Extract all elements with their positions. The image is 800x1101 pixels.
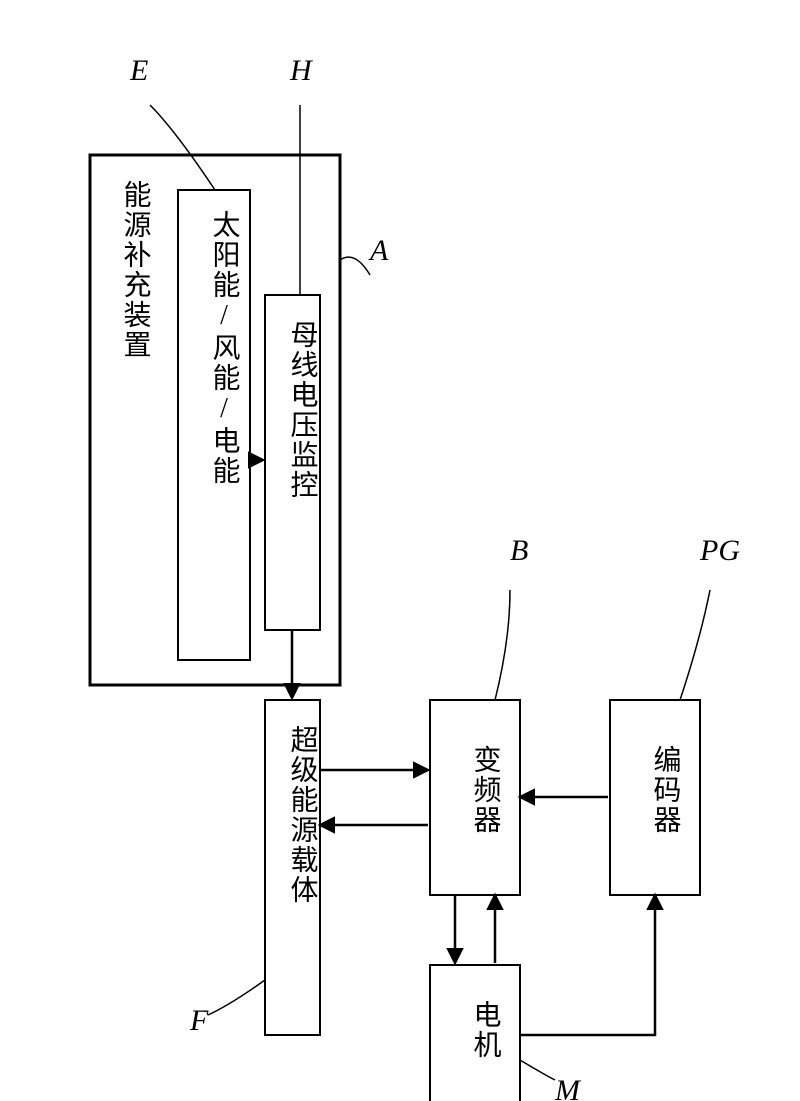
leader-E [150, 105, 215, 190]
tag-F: F [189, 1004, 209, 1037]
leader-A [340, 257, 370, 275]
node-label-E: 太阳能/风能/电能 [209, 210, 240, 486]
tag-A: A [368, 234, 389, 267]
block-diagram: 能源补充装置 A 太阳能/风能/电能 E 母线电压监控 H 超级能源载体 F 变频器 B 电机 M 编码… [90, 54, 740, 1101]
leader-M [520, 1060, 555, 1080]
tag-B: B [510, 534, 528, 567]
leader-F [208, 980, 265, 1015]
tag-H: H [289, 54, 314, 87]
leader-PG [680, 590, 710, 700]
tag-E: E [129, 54, 148, 87]
node-label-M: 电机 [470, 1000, 502, 1060]
tag-PG: PG [699, 534, 740, 567]
leader-B [495, 590, 510, 700]
edge-M-PG [520, 895, 655, 1035]
tag-M: M [554, 1074, 582, 1101]
outer-label: 能源补充装置 [120, 180, 152, 360]
node-label-F: 超级能源载体 [287, 725, 319, 905]
node-label-PG: 编码器 [650, 745, 682, 835]
node-label-H: 母线电压监控 [287, 320, 319, 500]
node-label-B: 变频器 [470, 745, 502, 835]
